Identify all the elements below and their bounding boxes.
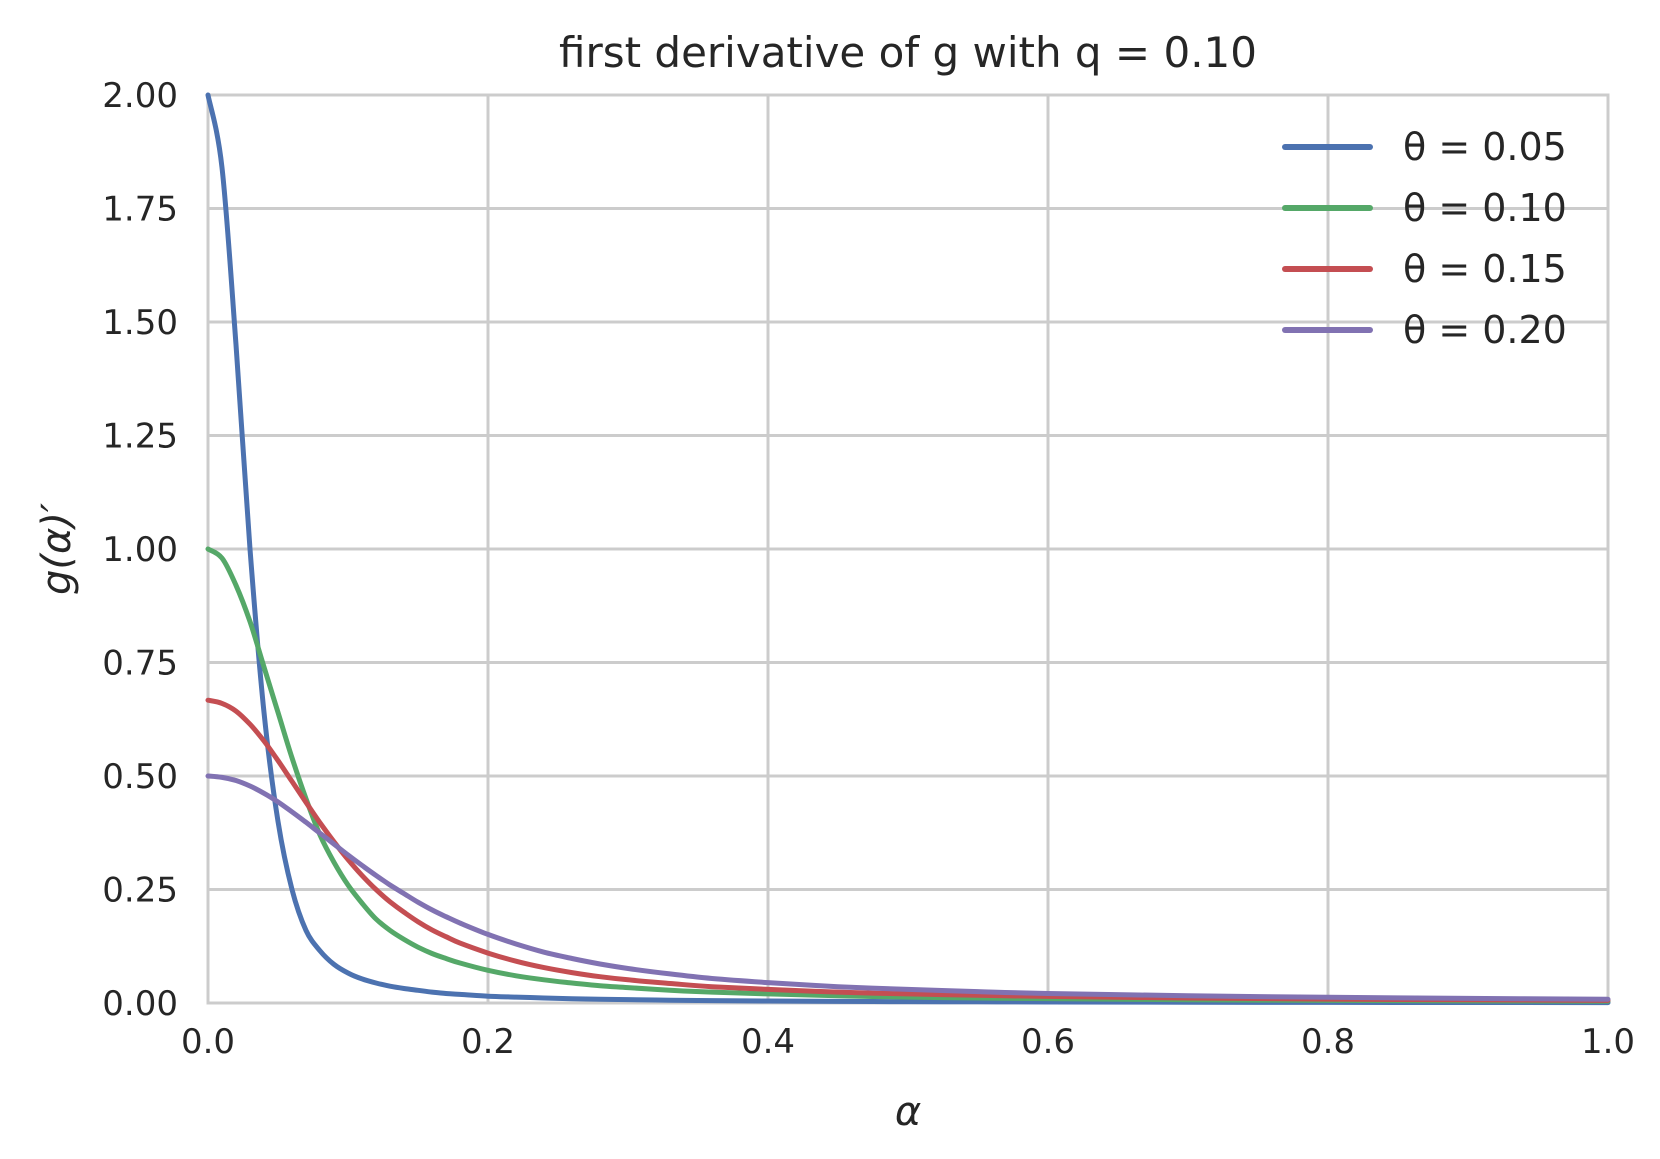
series-line-2	[205, 546, 1611, 1004]
y-tick-label: 0.50	[102, 757, 178, 797]
series-layer	[205, 92, 1611, 1006]
x-tick-label: 0.8	[1301, 1022, 1355, 1062]
x-axis-ticks: 0.0 0.2 0.4 0.6 0.8 1.0	[181, 1022, 1635, 1062]
x-tick-label: 0.6	[1021, 1022, 1075, 1062]
series-line-3	[205, 697, 1611, 1003]
y-tick-label: 1.50	[102, 303, 178, 343]
y-tick-label: 1.00	[102, 530, 178, 570]
x-tick-label: 0.4	[741, 1022, 795, 1062]
x-tick-label: 1.0	[1581, 1022, 1635, 1062]
y-axis-label: g(α)′	[34, 503, 80, 595]
y-tick-label: 1.25	[102, 417, 178, 457]
y-tick-label: 0.00	[102, 984, 178, 1024]
series-line-1	[205, 92, 1611, 1006]
chart-title: first derivative of g with q = 0.10	[559, 28, 1257, 77]
grid	[206, 93, 1610, 1005]
x-tick-label: 0.2	[461, 1022, 515, 1062]
legend-label-4: θ = 0.20	[1403, 308, 1567, 352]
series-line-4	[205, 773, 1611, 1002]
y-tick-label: 0.25	[102, 871, 178, 911]
x-tick-label: 0.0	[181, 1022, 235, 1062]
y-tick-label: 0.75	[102, 644, 178, 684]
legend-label-1: θ = 0.05	[1403, 125, 1567, 169]
y-axis-ticks: 0.00 0.25 0.50 0.75 1.00 1.25 1.50 1.75 2.00	[102, 76, 178, 1024]
legend: θ = 0.05 θ = 0.10 θ = 0.15 θ = 0.20	[1282, 125, 1567, 352]
legend-label-2: θ = 0.10	[1403, 186, 1567, 230]
x-axis-label: α	[895, 1089, 921, 1135]
legend-label-3: θ = 0.15	[1403, 247, 1567, 291]
y-tick-label: 1.75	[102, 190, 178, 230]
y-tick-label: 2.00	[102, 76, 178, 116]
